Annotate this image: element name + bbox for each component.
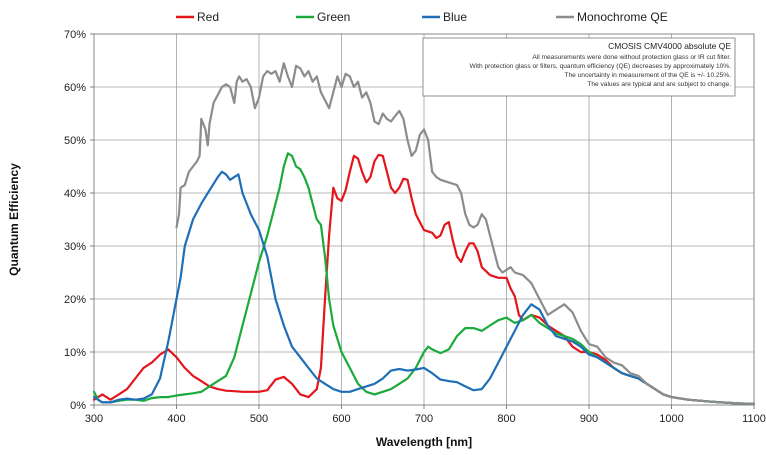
x-tick-label: 1100 — [742, 413, 766, 425]
x-tick-label: 300 — [85, 413, 103, 425]
series-layer — [92, 62, 756, 405]
y-tick-label: 0% — [70, 400, 86, 412]
series-line-blue — [92, 170, 756, 405]
x-tick-label: 800 — [497, 413, 515, 425]
x-tick-label: 1000 — [659, 413, 683, 425]
annotation-line: The values are typical and are subject t… — [587, 81, 731, 88]
x-tick-label: 400 — [167, 413, 185, 425]
legend-label: Red — [197, 10, 219, 24]
x-tick-label: 900 — [580, 413, 598, 425]
series-line-green — [92, 152, 756, 405]
y-tick-labels: 0% 10% 20% 30% 40% 50% 60% 70% — [64, 29, 94, 412]
y-axis-label: Quantum Efficiency — [7, 163, 21, 276]
annotation-line: With protection glass or filters, quantu… — [469, 63, 731, 70]
y-tick-label: 30% — [64, 241, 86, 253]
annotation-title: CMOSIS CMV4000 absolute QE — [608, 41, 731, 51]
legend-label: Blue — [443, 10, 467, 24]
y-tick-label: 70% — [64, 29, 86, 41]
annotation-line: The uncertainty in measurement of the QE… — [564, 72, 731, 79]
x-tick-labels: 300 400 500 600 700 800 900 1000 1100 — [85, 405, 766, 425]
annotation-line: All measurements were done without prote… — [532, 54, 731, 61]
annotation-box-frame — [422, 37, 736, 97]
y-tick-label: 60% — [64, 82, 86, 94]
legend-label: Green — [317, 10, 350, 24]
x-tick-label: 500 — [250, 413, 268, 425]
y-tick-label: 10% — [64, 347, 86, 359]
y-tick-label: 20% — [64, 294, 86, 306]
x-tick-label: 700 — [415, 413, 433, 425]
legend: Red Green Blue Monochrome QE — [176, 10, 668, 24]
x-axis-label: Wavelength [nm] — [376, 435, 472, 449]
annotation-lines: All measurements were done without prote… — [469, 54, 731, 88]
x-tick-label: 600 — [332, 413, 350, 425]
annotation-box: CMOSIS CMV4000 absolute QE All measureme… — [422, 37, 736, 97]
y-tick-label: 40% — [64, 188, 86, 200]
series-line-monochrome-qe — [175, 62, 756, 405]
legend-label: Monochrome QE — [577, 10, 668, 24]
y-tick-label: 50% — [64, 135, 86, 147]
series-line-red — [92, 153, 756, 405]
